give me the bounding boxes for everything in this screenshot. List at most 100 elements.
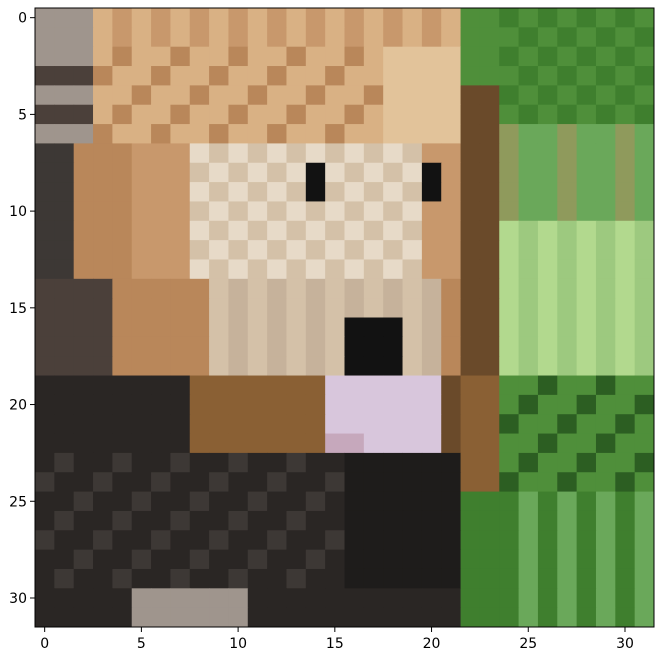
pixel-cell [499, 85, 520, 106]
pixel-cell [441, 46, 462, 67]
pixel-cell [247, 588, 268, 609]
pixel-cell [595, 8, 616, 28]
pixel-cell [247, 182, 268, 202]
pixel-cell [54, 568, 75, 589]
pixel-cell [441, 472, 462, 493]
pixel-cell [363, 298, 384, 318]
pixel-cell [576, 278, 597, 299]
pixel-cell [576, 472, 597, 493]
pixel-cell [363, 8, 384, 28]
pixel-cell [305, 414, 326, 435]
y-tick-label: 25 [9, 494, 27, 510]
pixel-cell [209, 143, 229, 164]
pixel-cell [421, 143, 442, 164]
pixel-cell [189, 143, 210, 164]
pixel-cell [383, 336, 404, 357]
pixel-cell [595, 143, 616, 164]
pixel-cell [576, 162, 597, 183]
pixel-cell [247, 433, 268, 454]
pixel-cell [479, 278, 500, 299]
pixel-cell [557, 240, 578, 260]
pixel-cell [363, 162, 384, 183]
pixel-cell [537, 240, 558, 260]
pixel-cell [576, 220, 597, 241]
pixel-cell [305, 182, 326, 202]
pixel-cell [93, 510, 113, 531]
pixel-cell [363, 240, 384, 260]
pixel-cell [267, 549, 287, 570]
pixel-cell [557, 143, 578, 164]
pixel-cell [131, 66, 152, 86]
pixel-cell [189, 220, 210, 241]
pixel-cell [479, 66, 500, 86]
pixel-cell [460, 510, 481, 531]
pixel-cell [325, 27, 345, 48]
pixel-cell [402, 201, 423, 222]
pixel-cell [286, 66, 307, 86]
pixel-cell [112, 27, 133, 48]
pixel-cell [537, 549, 558, 570]
pixel-cell [54, 46, 75, 67]
pixel-cell [267, 201, 287, 222]
pixel-cell [460, 491, 481, 512]
pixel-cell [228, 472, 249, 493]
pixel-cell [305, 220, 326, 241]
pixel-cell [151, 568, 171, 589]
pixel-cell [131, 452, 152, 473]
pixel-cell [35, 588, 55, 609]
pixel-cell [247, 85, 268, 106]
pixel-cell [93, 162, 113, 183]
pixel-cell [402, 240, 423, 260]
pixel-cell [499, 491, 520, 512]
pixel-cell [189, 568, 210, 589]
pixel-cell [557, 607, 578, 628]
pixel-cell [189, 549, 210, 570]
pixel-cell [189, 472, 210, 493]
pixel-cell [189, 182, 210, 202]
pixel-cell [344, 220, 365, 241]
pixel-cell [170, 240, 191, 260]
pixel-cell [518, 162, 539, 183]
pixel-cell [267, 259, 287, 280]
pixel-cell [54, 85, 75, 106]
pixel-cell [615, 124, 636, 144]
x-tick-label: 20 [423, 636, 441, 652]
pixel-cell [54, 356, 75, 377]
pixel-cell [54, 472, 75, 493]
pixel-cell [460, 85, 481, 106]
pixel-cell [557, 530, 578, 551]
pixel-cell [73, 336, 94, 357]
pixel-cell [170, 588, 191, 609]
pixel-cell [363, 530, 384, 551]
pixel-cell [325, 394, 345, 415]
pixel-cell [267, 607, 287, 628]
pixel-cell [151, 510, 171, 531]
pixel-cell [305, 491, 326, 512]
pixel-cell [363, 182, 384, 202]
pixel-cell [73, 491, 94, 512]
pixel-cell [441, 356, 462, 377]
pixel-cell [189, 27, 210, 48]
pixel-cell [54, 414, 75, 435]
pixel-cell [441, 124, 462, 144]
pixel-cell [576, 27, 597, 48]
pixel-cell [518, 336, 539, 357]
pixel-cell [325, 66, 345, 86]
pixel-cell [209, 298, 229, 318]
pixel-cell [441, 104, 462, 125]
pixel-cell [383, 143, 404, 164]
pixel-cell [305, 298, 326, 318]
pixel-cell [479, 336, 500, 357]
pixel-cell [460, 356, 481, 377]
pixel-cell [615, 510, 636, 531]
pixel-cell [267, 124, 287, 144]
pixel-cell [499, 182, 520, 202]
pixel-cell [35, 317, 55, 338]
pixel-cell [595, 124, 616, 144]
pixel-cell [93, 356, 113, 377]
pixel-cell [131, 394, 152, 415]
pixel-cell [518, 568, 539, 589]
pixel-cell [170, 298, 191, 318]
pixel-cell [344, 549, 365, 570]
pixel-cell [383, 530, 404, 551]
